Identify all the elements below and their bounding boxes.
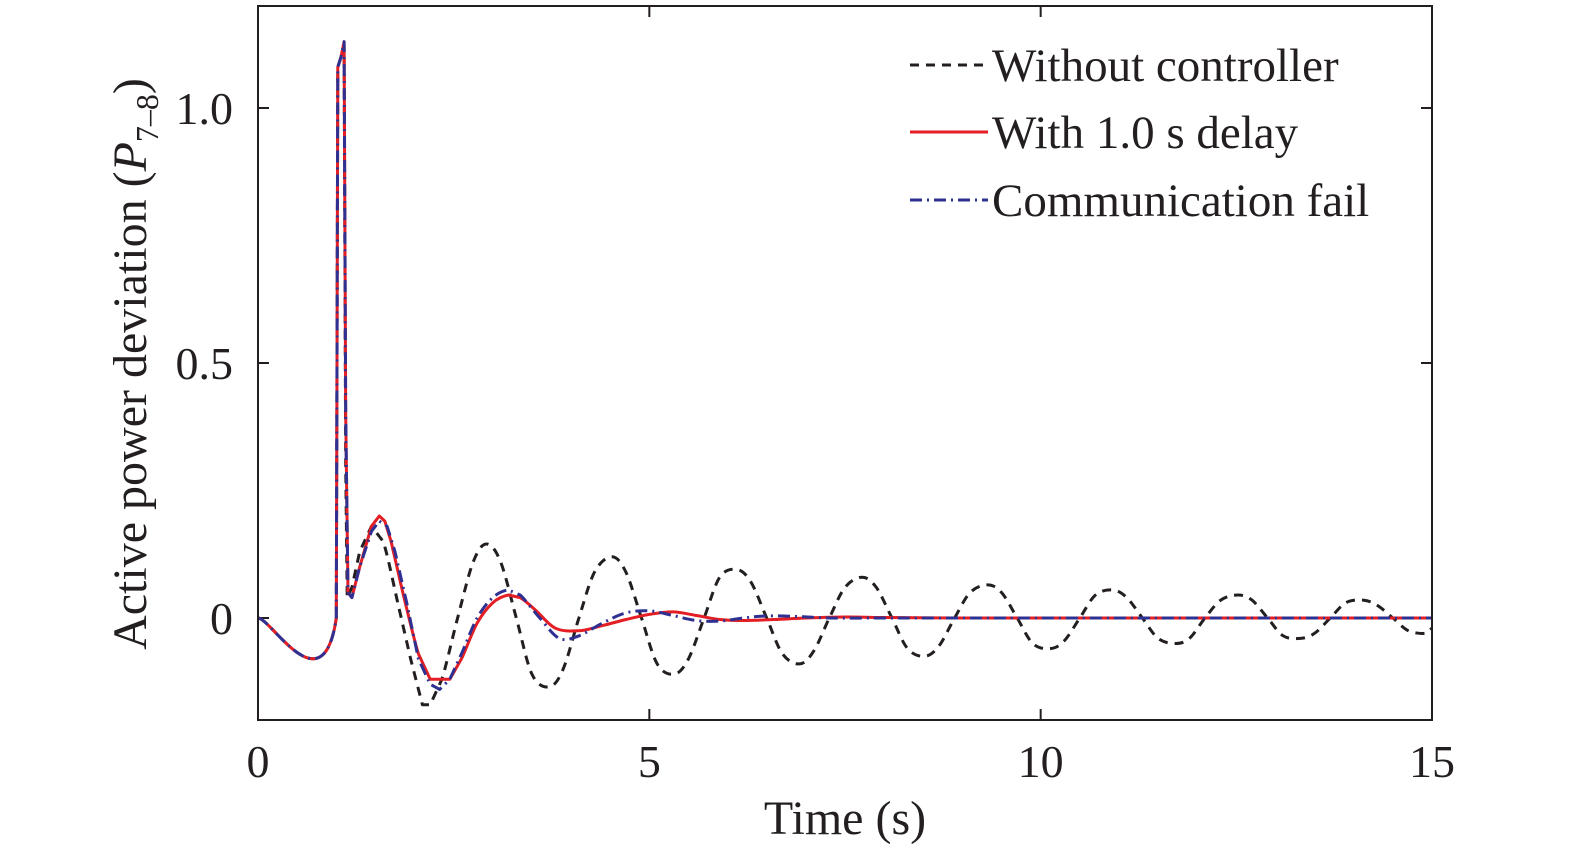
ticks [257, 6, 1433, 720]
y-axis-label-suffix: ) [104, 78, 157, 94]
legend-entry-without-controller: Without controller [910, 40, 1339, 92]
x-tick-label: 5 [638, 736, 661, 787]
legend-entry-with-delay: With 1.0 s delay [910, 107, 1299, 159]
x-tick-label: 15 [1409, 736, 1455, 787]
y-tick-label: 0 [210, 593, 233, 644]
legend-label: Without controller [992, 40, 1339, 92]
x-tick-label: 0 [247, 736, 270, 787]
legend: Without controller With 1.0 s delay Comm… [910, 40, 1369, 227]
series-lines [258, 40, 1432, 707]
legend-label: With 1.0 s delay [992, 107, 1299, 159]
series-line-without-controller [258, 45, 1432, 707]
tick-labels: 0 5 10 15 0 0.5 1.0 [176, 83, 1456, 787]
series-line-communication-fail [258, 40, 1432, 691]
y-axis-label-prefix: Active power deviation ( [104, 171, 157, 650]
y-axis-label-var: P [104, 142, 157, 172]
plot-frame [257, 5, 1433, 721]
legend-entry-communication-fail: Communication fail [910, 175, 1369, 227]
y-axis-label-sub: 7–8 [129, 94, 165, 142]
x-axis-label: Time (s) [764, 792, 926, 845]
legend-label: Communication fail [992, 175, 1369, 227]
y-tick-label: 1.0 [176, 83, 234, 134]
x-tick-label: 10 [1018, 736, 1064, 787]
y-axis-label: Active power deviation (P7–8) [104, 78, 165, 650]
y-tick-label: 0.5 [176, 338, 234, 389]
